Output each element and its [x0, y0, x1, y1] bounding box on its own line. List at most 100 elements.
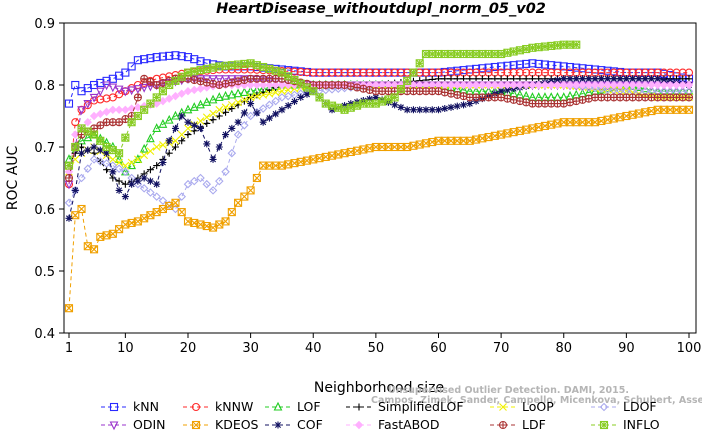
data-point	[578, 64, 587, 73]
data-point	[190, 75, 199, 85]
data-point	[258, 80, 268, 90]
data-point	[604, 75, 612, 83]
data-point	[183, 68, 193, 77]
data-point	[208, 75, 218, 85]
data-point	[340, 68, 349, 77]
data-point	[190, 85, 199, 95]
data-point	[109, 168, 117, 176]
data-point	[215, 176, 224, 186]
data-point	[434, 106, 442, 114]
data-point	[265, 100, 274, 110]
data-point	[139, 143, 149, 153]
data-point	[134, 177, 142, 185]
data-point	[446, 89, 456, 98]
data-point	[672, 80, 681, 90]
data-point	[234, 118, 242, 126]
legend-item-knnw: kNNW	[183, 399, 253, 414]
data-point	[71, 142, 80, 152]
legend-label: FastABOD	[378, 417, 440, 432]
data-point	[284, 86, 293, 94]
data-point	[177, 208, 186, 217]
data-point	[453, 102, 461, 110]
data-point	[178, 112, 186, 120]
data-point	[227, 148, 237, 158]
data-point	[228, 105, 236, 113]
data-point	[115, 149, 124, 158]
data-point	[484, 80, 493, 90]
data-point	[90, 143, 98, 151]
data-point	[221, 79, 230, 88]
data-point	[165, 51, 174, 60]
data-point	[584, 94, 593, 103]
data-point	[553, 80, 562, 90]
data-point	[227, 61, 236, 70]
data-point	[159, 141, 167, 149]
data-point	[559, 99, 568, 108]
data-point	[214, 75, 224, 85]
data-point	[146, 177, 154, 185]
data-point	[127, 160, 137, 170]
data-point	[597, 84, 606, 93]
data-point	[421, 68, 431, 77]
data-point	[284, 102, 292, 110]
data-point	[515, 97, 524, 106]
data-point	[208, 186, 218, 195]
data-point	[214, 92, 224, 101]
data-point	[459, 80, 468, 90]
data-point	[397, 103, 405, 111]
data-point	[453, 90, 462, 99]
data-point	[559, 80, 568, 90]
data-point	[597, 75, 605, 83]
data-point	[497, 93, 506, 102]
data-point	[183, 179, 193, 189]
data-point	[77, 173, 86, 183]
data-point	[190, 121, 198, 129]
data-point	[240, 75, 249, 85]
data-point	[227, 208, 236, 217]
data-point	[321, 85, 331, 95]
data-point	[565, 98, 575, 107]
data-point	[209, 155, 217, 163]
data-point	[409, 68, 418, 77]
data-point	[221, 167, 230, 177]
data-point	[610, 75, 618, 83]
data-point	[108, 105, 118, 115]
data-point	[572, 75, 580, 83]
data-point	[233, 88, 243, 98]
data-point	[509, 47, 518, 56]
data-point	[240, 97, 248, 105]
data-point	[334, 68, 343, 77]
x-tick-label: 60	[430, 341, 447, 356]
data-point	[153, 180, 161, 188]
legend-label: kNNW	[215, 399, 253, 414]
data-point	[471, 80, 481, 90]
data-point	[509, 80, 518, 90]
data-point	[158, 196, 168, 206]
data-point	[578, 80, 587, 90]
series-inflo	[64, 40, 581, 170]
data-point	[277, 93, 287, 102]
data-point	[165, 137, 173, 145]
data-point	[509, 95, 518, 104]
data-point	[196, 99, 205, 109]
data-point	[239, 75, 249, 85]
data-point	[121, 105, 130, 115]
axis-ticks: 1 10 20 30 40 50 60 70 80 90 100 0.4 0.5 0.6 0.7 0.8 0.9	[34, 17, 701, 356]
data-point	[434, 87, 443, 96]
x-tick-label: 20	[180, 341, 197, 356]
data-point	[616, 75, 624, 83]
data-point	[403, 76, 412, 85]
data-point	[96, 157, 105, 166]
data-point	[640, 80, 650, 90]
x-tick-label: 70	[493, 341, 510, 356]
data-point	[121, 68, 130, 77]
data-point	[171, 143, 179, 151]
data-point	[177, 130, 186, 139]
data-point	[164, 114, 174, 124]
data-point	[178, 137, 186, 145]
data-point	[121, 161, 130, 170]
data-point	[246, 93, 255, 102]
data-point	[233, 75, 243, 85]
data-point	[447, 103, 455, 111]
data-point	[271, 66, 280, 75]
